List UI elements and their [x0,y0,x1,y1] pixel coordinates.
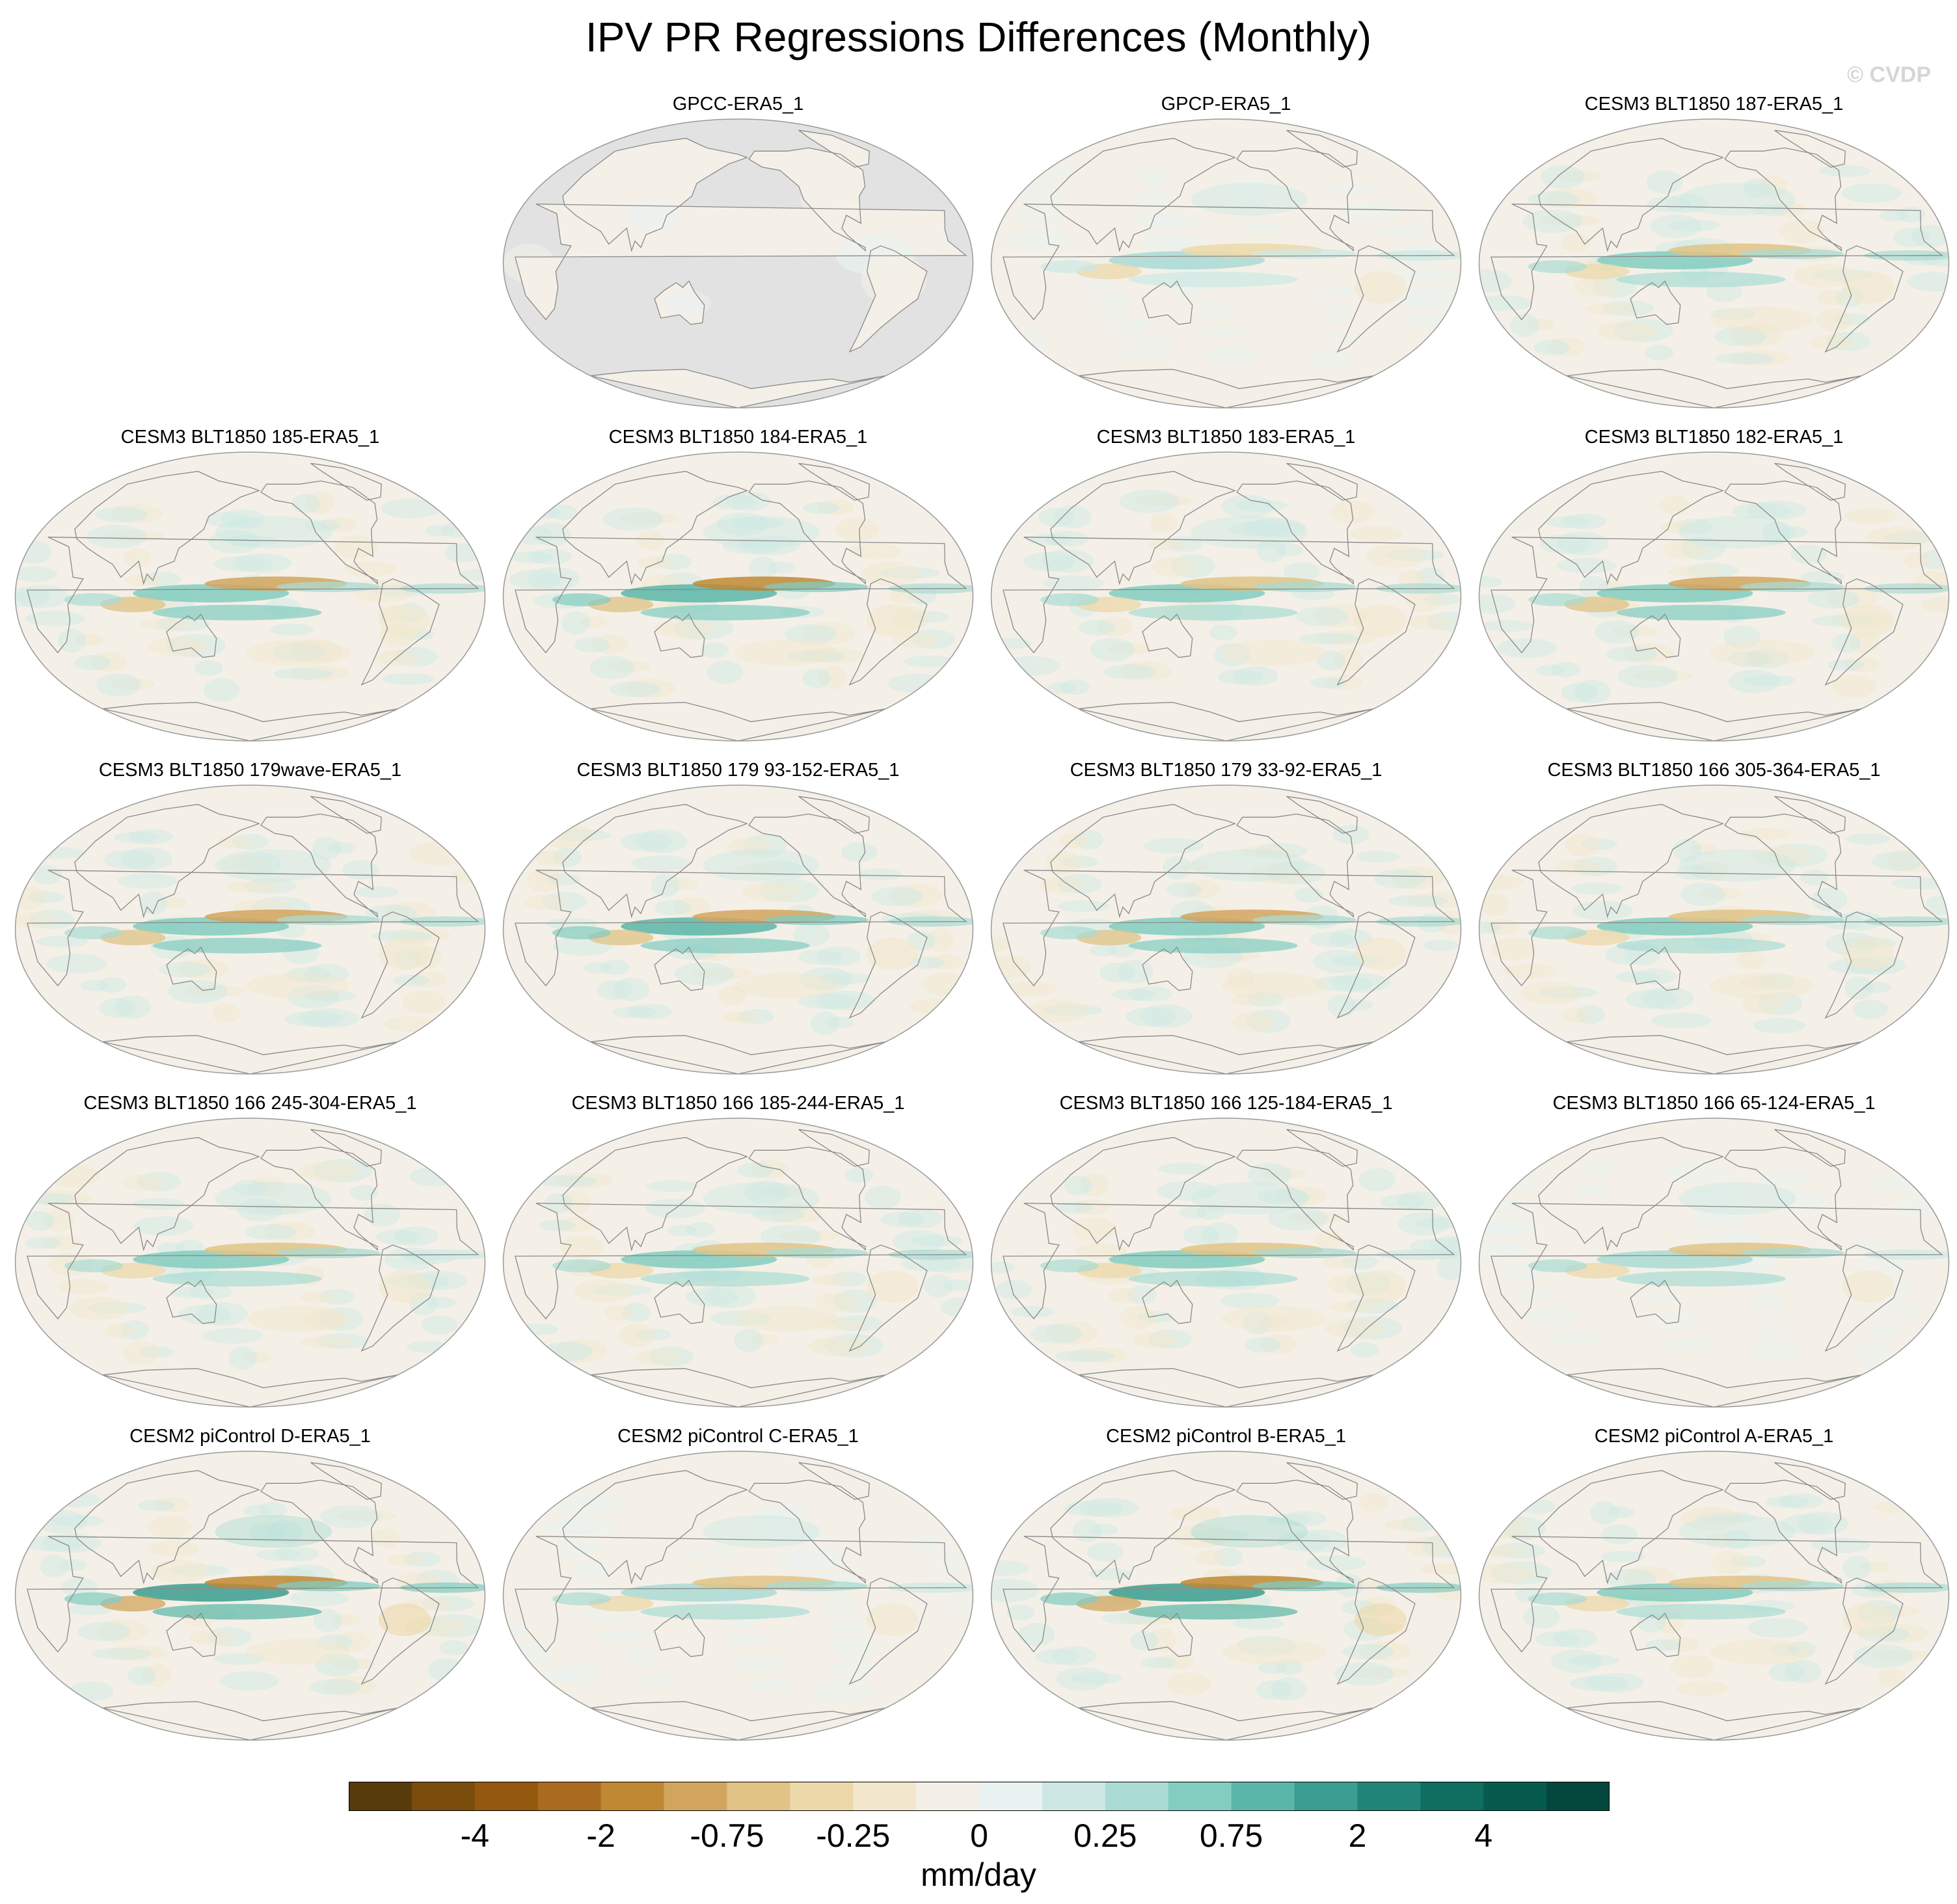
colorbar-swatch [916,1782,980,1811]
colorbar-swatch [1231,1782,1295,1811]
panel-title: CESM3 BLT1850 166 65-124-ERA5_1 [1552,1093,1876,1114]
map-projection [1478,1451,1950,1741]
panel-title: CESM3 BLT1850 179 93-152-ERA5_1 [576,760,900,781]
map-projection [14,1451,486,1741]
map-projection [1478,1118,1950,1408]
colorbar-swatch [1357,1782,1421,1811]
colorbar-units: mm/day [921,1857,1036,1893]
colorbar-swatch [790,1782,854,1811]
colorbar-swatch [349,1782,412,1811]
map-projection [14,1118,486,1408]
colorbar-swatch [1105,1782,1169,1811]
map-panel: CESM3 BLT1850 166 185-244-ERA5_1 [499,1090,977,1423]
map-projection [990,1451,1462,1741]
map-panel: CESM3 BLT1850 179 33-92-ERA5_1 [987,757,1465,1090]
panel-title: CESM3 BLT1850 166 245-304-ERA5_1 [83,1093,417,1114]
colorbar-swatch [411,1782,476,1811]
map-panel: CESM3 BLT1850 179wave-ERA5_1 [11,757,489,1090]
colorbar-swatch [979,1782,1043,1811]
figure-title: IPV PR Regressions Differences (Monthly) [585,14,1372,60]
panel-title: CESM3 BLT1850 183-ERA5_1 [1096,427,1356,448]
map-projection [502,118,974,409]
watermark: © CVDP [1847,62,1931,87]
map-panel: CESM3 BLT1850 182-ERA5_1 [1475,424,1953,757]
map-projection [990,451,1462,742]
panel-title: CESM2 piControl A-ERA5_1 [1594,1426,1834,1447]
map-projection [990,1118,1462,1408]
panel-title: CESM3 BLT1850 179 33-92-ERA5_1 [1070,760,1383,781]
map-panel: CESM2 piControl A-ERA5_1 [1475,1423,1953,1756]
colorbar-tick-label: 0 [970,1817,988,1854]
colorbar-swatch [727,1782,790,1811]
panel-title: CESM3 BLT1850 184-ERA5_1 [608,427,868,448]
map-projection [14,451,486,742]
map-panel: GPCC-ERA5_1 [499,91,977,424]
map-projection [1478,451,1950,742]
colorbar-swatch [537,1782,602,1811]
colorbar-swatch [601,1782,664,1811]
map-projection [502,451,974,742]
colorbar-tick-label: -4 [460,1817,490,1854]
panel-title: CESM3 BLT1850 187-ERA5_1 [1584,94,1844,114]
panel-title: CESM2 piControl C-ERA5_1 [617,1426,859,1447]
map-panel: CESM2 piControl D-ERA5_1 [11,1423,489,1756]
panel-title: CESM3 BLT1850 166 305-364-ERA5_1 [1547,760,1881,781]
colorbar-tick-label: -0.25 [816,1817,891,1854]
map-projection [502,784,974,1075]
panel-title: CESM3 BLT1850 179wave-ERA5_1 [98,760,402,781]
map-panel: CESM3 BLT1850 187-ERA5_1 [1475,91,1953,424]
colorbar-swatch [1483,1782,1547,1811]
map-projection [990,118,1462,409]
panel-title: CESM3 BLT1850 182-ERA5_1 [1584,427,1844,448]
panel-title: GPCC-ERA5_1 [672,94,804,114]
panel-title: CESM3 BLT1850 166 125-184-ERA5_1 [1059,1093,1393,1114]
colorbar-tick-label: 2 [1348,1817,1367,1854]
colorbar-swatch [1042,1782,1106,1811]
panel-title: CESM3 BLT1850 185-ERA5_1 [120,427,380,448]
colorbar-swatch [474,1782,539,1811]
colorbar-swatch [1546,1782,1610,1811]
map-panel: CESM3 BLT1850 166 245-304-ERA5_1 [11,1090,489,1423]
colorbar [349,1782,1610,1811]
panel-title: CESM3 BLT1850 166 185-244-ERA5_1 [571,1093,905,1114]
map-projection [502,1118,974,1408]
colorbar-swatch [853,1782,917,1811]
map-panel: CESM2 piControl C-ERA5_1 [499,1423,977,1756]
colorbar-tick-label: 0.25 [1073,1817,1137,1854]
map-panel: CESM3 BLT1850 166 65-124-ERA5_1 [1475,1090,1953,1423]
colorbar-tick-label: -0.75 [690,1817,764,1854]
colorbar-tick-label: -2 [586,1817,615,1854]
colorbar-swatch [664,1782,727,1811]
colorbar-swatch [1420,1782,1484,1811]
map-projection [502,1451,974,1741]
panel-title: GPCP-ERA5_1 [1161,94,1291,114]
colorbar-swatch [1294,1782,1358,1811]
map-panel: CESM3 BLT1850 183-ERA5_1 [987,424,1465,757]
panel-title: CESM2 piControl B-ERA5_1 [1105,1426,1347,1447]
map-panel: CESM3 BLT1850 179 93-152-ERA5_1 [499,757,977,1090]
map-projection [1478,784,1950,1075]
colorbar-swatch [1168,1782,1232,1811]
colorbar-tick-label: 0.75 [1199,1817,1263,1854]
map-panel: GPCP-ERA5_1 [987,91,1465,424]
map-panel: CESM2 piControl B-ERA5_1 [987,1423,1465,1756]
colorbar-tick-label: 4 [1474,1817,1493,1854]
map-panel: CESM3 BLT1850 184-ERA5_1 [499,424,977,757]
map-panel: CESM3 BLT1850 166 125-184-ERA5_1 [987,1090,1465,1423]
panel-title: CESM2 piControl D-ERA5_1 [129,1426,371,1447]
map-projection [990,784,1462,1075]
map-panel: CESM3 BLT1850 166 305-364-ERA5_1 [1475,757,1953,1090]
colorbar-swatches [349,1782,1610,1811]
map-projection [14,784,486,1075]
map-panel: CESM3 BLT1850 185-ERA5_1 [11,424,489,757]
map-projection [1478,118,1950,409]
